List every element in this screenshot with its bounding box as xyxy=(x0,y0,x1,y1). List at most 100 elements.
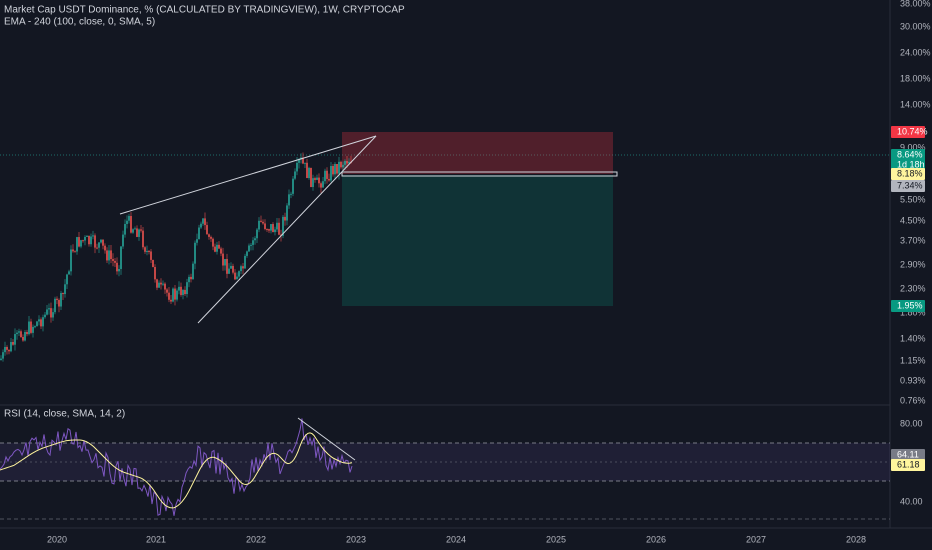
candle-body xyxy=(314,178,316,180)
candle-body xyxy=(318,177,320,184)
candle-body xyxy=(220,248,222,254)
candle-body xyxy=(296,162,298,172)
candle-body xyxy=(152,259,154,267)
candle-body xyxy=(126,220,128,225)
candle-body xyxy=(138,229,140,237)
candle-body xyxy=(36,321,38,327)
candle-body xyxy=(122,234,124,247)
candle-body xyxy=(78,237,80,247)
candle-body xyxy=(136,228,138,237)
candle-body xyxy=(88,235,90,245)
stop-zone xyxy=(342,132,613,174)
candle-body xyxy=(338,161,340,174)
candle-body xyxy=(290,193,292,195)
candle-body xyxy=(226,259,228,274)
candle-body xyxy=(258,220,260,230)
candle-body xyxy=(224,259,226,266)
rsi-tag-bg xyxy=(891,449,925,461)
candle-body xyxy=(180,286,182,296)
price-tag: 1.95% xyxy=(897,300,923,310)
target-zone xyxy=(342,175,613,306)
candle-body xyxy=(146,250,148,252)
candle-body xyxy=(254,238,256,241)
candle-body xyxy=(56,298,58,300)
candle-body xyxy=(194,242,196,264)
candle-body xyxy=(40,319,42,327)
candle-body xyxy=(10,342,12,352)
candle-body xyxy=(278,222,280,235)
candle-body xyxy=(48,308,50,310)
rsi-line xyxy=(0,418,353,516)
candle-body xyxy=(320,183,322,188)
candle-body xyxy=(262,221,264,224)
candle-body xyxy=(348,161,350,164)
price-label: 3.70% xyxy=(900,235,926,245)
candle-body xyxy=(62,293,64,295)
candle-body xyxy=(196,239,198,243)
candle-body xyxy=(134,228,136,230)
candle-body xyxy=(206,225,208,235)
price-label: 2.30% xyxy=(900,283,926,293)
candle-body xyxy=(100,239,102,243)
time-label: 2026 xyxy=(646,534,666,544)
candle-body xyxy=(264,223,266,229)
candle-body xyxy=(84,236,86,241)
time-label: 2025 xyxy=(546,534,566,544)
candle-body xyxy=(4,347,6,353)
candle-body xyxy=(212,238,214,247)
price-label: 2.90% xyxy=(900,259,926,269)
rsi-tag: 61.18 xyxy=(897,459,920,469)
candle-body xyxy=(74,251,76,253)
candle-body xyxy=(186,282,188,295)
candle-body xyxy=(96,247,98,249)
candle-body xyxy=(346,160,348,164)
candle-body xyxy=(24,332,26,341)
time-label: 2022 xyxy=(246,534,266,544)
candle-body xyxy=(276,222,278,230)
candle-body xyxy=(26,332,28,335)
candle-body xyxy=(192,263,194,280)
candle-body xyxy=(228,268,230,274)
candle-body xyxy=(130,216,132,233)
candle-body xyxy=(218,244,220,249)
candle-body xyxy=(294,171,296,179)
candle-body xyxy=(148,250,150,252)
price-label: 18.00% xyxy=(900,73,931,83)
wedge-upper xyxy=(119,135,377,215)
candle-body xyxy=(334,163,336,175)
candle-body xyxy=(238,271,240,277)
candle-body xyxy=(282,216,284,236)
candle-body xyxy=(72,249,74,252)
candle-body xyxy=(340,161,342,168)
candle-body xyxy=(66,274,68,285)
price-tag-bg xyxy=(891,300,925,312)
price-label: 5.50% xyxy=(900,194,926,204)
price-label: 1.15% xyxy=(900,355,926,365)
candle-body xyxy=(232,265,234,273)
candle-body xyxy=(2,352,4,359)
candle-body xyxy=(16,332,18,335)
candle-body xyxy=(76,237,78,252)
candle-body xyxy=(244,255,246,269)
candle-body xyxy=(120,246,122,269)
price-label: 30.00% xyxy=(900,21,931,31)
candle-body xyxy=(178,286,180,291)
candle-body xyxy=(260,220,262,222)
candle-body xyxy=(108,250,110,261)
time-label: 2020 xyxy=(47,534,67,544)
rsi-trendline xyxy=(297,417,356,461)
candle-body xyxy=(34,326,36,328)
price-label: 9.00% xyxy=(900,142,926,152)
candle-body xyxy=(274,229,276,233)
candle-body xyxy=(132,229,134,233)
candle-body xyxy=(344,160,346,165)
candle-body xyxy=(284,216,286,221)
chart-title: Market Cap USDT Dominance, % (CALCULATED… xyxy=(4,5,405,16)
candle-body xyxy=(150,251,152,260)
candle-body xyxy=(310,167,312,188)
price-label: 1.40% xyxy=(900,333,926,343)
candle-body xyxy=(302,157,304,164)
candle-body xyxy=(104,245,106,251)
candles xyxy=(0,152,352,362)
candle-body xyxy=(272,224,274,233)
